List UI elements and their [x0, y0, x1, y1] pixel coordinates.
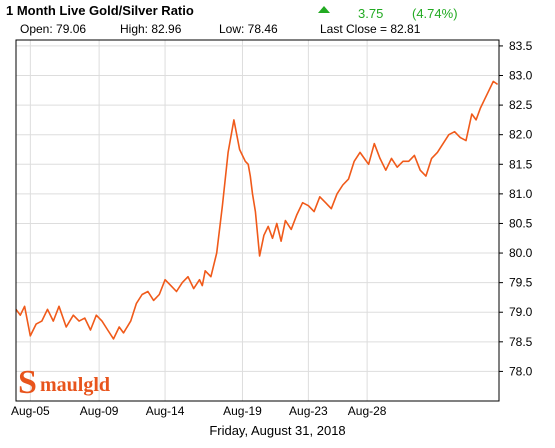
- y-tick-label: 79.0: [509, 305, 533, 319]
- x-tick-label: Aug-19: [223, 404, 262, 418]
- y-tick-label: 81.5: [509, 157, 533, 171]
- x-tick-label: Aug-23: [289, 404, 328, 418]
- chart-title: 1 Month Live Gold/Silver Ratio: [6, 3, 194, 18]
- y-tick-label: 78.5: [509, 335, 533, 349]
- data-layer: [15, 80, 499, 340]
- smaulgld-logo: S maulgld: [18, 364, 128, 404]
- svg-text:S: S: [18, 365, 37, 399]
- open-value: Open: 79.06: [20, 22, 87, 36]
- y-tick-label: 80.0: [509, 246, 533, 260]
- x-tick-label: Aug-05: [11, 404, 50, 418]
- x-tick-label: Aug-09: [80, 404, 119, 418]
- up-arrow-icon: [318, 6, 330, 13]
- x-tick-label: Aug-28: [348, 404, 387, 418]
- y-tick-label: 79.5: [509, 276, 533, 290]
- y-tick-label: 83.5: [509, 39, 533, 53]
- grid-layer: [16, 40, 499, 401]
- svg-text:maulgld: maulgld: [40, 374, 110, 396]
- low-value: Low: 78.46: [219, 22, 278, 36]
- y-tick-label: 82.5: [509, 98, 533, 112]
- axis-layer: 78.0 78.5 79.0 79.5 80.0 80.5 81.0 81.5 82.0 82.5…: [11, 39, 533, 418]
- change-value: 3.75: [358, 6, 384, 21]
- last-close-value: Last Close = 82.81: [320, 22, 421, 36]
- footer-date: Friday, August 31, 2018: [209, 423, 346, 438]
- y-tick-label: 82.0: [509, 128, 533, 142]
- ratio-series-line: [15, 80, 499, 340]
- x-tick-label: Aug-14: [146, 404, 185, 418]
- y-tick-label: 81.0: [509, 187, 533, 201]
- y-tick-label: 80.5: [509, 216, 533, 230]
- y-tick-label: 78.0: [509, 364, 533, 378]
- plot-frame: [15, 39, 500, 402]
- change-percent: (4.74%): [412, 6, 458, 21]
- y-tick-label: 83.0: [509, 69, 533, 83]
- high-value: High: 82.96: [120, 22, 182, 36]
